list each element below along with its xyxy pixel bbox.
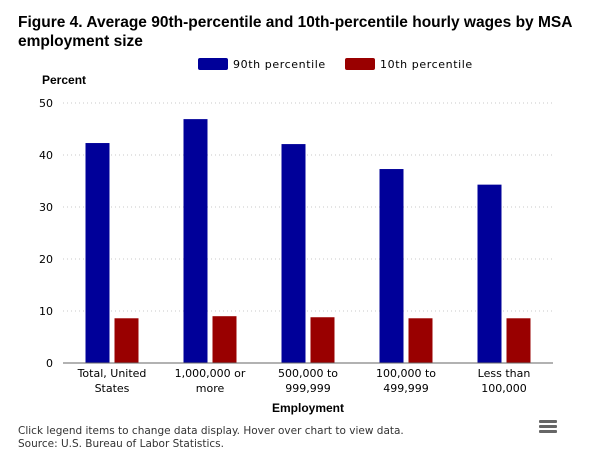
bar-p10[interactable] [310, 317, 335, 363]
bar-p10[interactable] [506, 318, 531, 363]
y-tick-label: 20 [39, 253, 53, 266]
x-tick-label: more [196, 382, 225, 395]
x-tick-label: Less than [478, 367, 531, 380]
bar-p10[interactable] [212, 316, 237, 363]
chart-title: Figure 4. Average 90th-percentile and 10… [18, 14, 572, 50]
y-tick-label: 50 [39, 97, 53, 110]
legend-label[interactable]: 90th percentile [233, 58, 326, 71]
x-tick-label: 100,000 [481, 382, 527, 395]
bar-p90[interactable] [85, 143, 110, 363]
bar-p90[interactable] [281, 144, 306, 363]
bar-p90[interactable] [379, 169, 404, 363]
y-tick-label: 10 [39, 305, 53, 318]
y-tick-label: 30 [39, 201, 53, 214]
grid-lines [63, 102, 553, 312]
y-tick-label: 0 [46, 357, 53, 370]
bar-p10[interactable] [114, 318, 139, 363]
bars [85, 119, 531, 364]
x-tick-label: 999,999 [285, 382, 331, 395]
legend-item-p10[interactable]: 10th percentile [345, 58, 473, 71]
x-tick-label: 500,000 to [278, 367, 338, 380]
x-tick-label: 100,000 to [376, 367, 436, 380]
legend-item-p90[interactable]: 90th percentile [198, 58, 326, 71]
legend-swatch[interactable] [345, 58, 375, 70]
legend-label[interactable]: 10th percentile [380, 58, 473, 71]
x-tick-label: 1,000,000 or [175, 367, 246, 380]
x-tick-label: Total, United [77, 367, 147, 380]
x-tick-label: 499,999 [383, 382, 429, 395]
x-tick-label: States [95, 382, 130, 395]
bar-p90[interactable] [477, 184, 502, 363]
y-axis-ticks: 0 10 20 30 40 50 [39, 97, 53, 370]
x-axis-title: Employment [272, 401, 344, 415]
bar-p10[interactable] [408, 318, 433, 363]
x-axis-ticks: Total, United States 1,000,000 or more 500,0… [77, 367, 531, 395]
footer-source: Source: U.S. Bureau of Labor Statistics. [18, 438, 224, 450]
hamburger-menu-icon[interactable] [539, 420, 557, 434]
bar-p90[interactable] [183, 119, 208, 364]
y-tick-label: 40 [39, 149, 53, 162]
legend-swatch[interactable] [198, 58, 228, 70]
y-axis-title: Percent [42, 73, 86, 87]
footer-note: Click legend items to change data displa… [18, 425, 404, 437]
legend: 90th percentile 10th percentile [198, 58, 473, 71]
